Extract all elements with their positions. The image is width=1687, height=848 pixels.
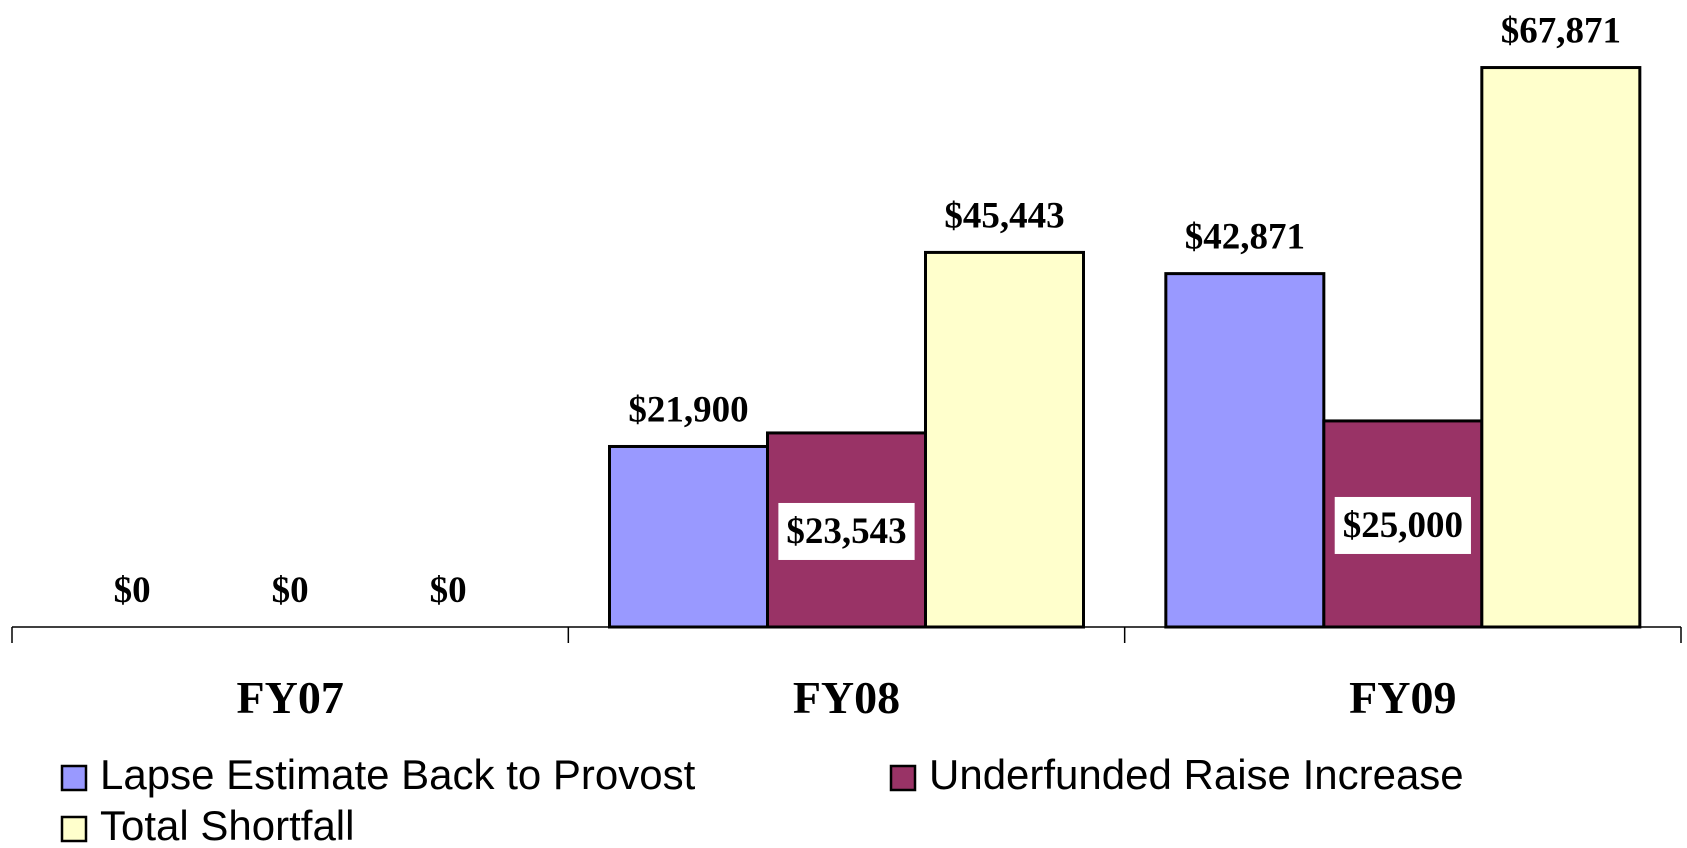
legend-label: Total Shortfall xyxy=(100,802,354,848)
value-label: $42,871 xyxy=(1185,217,1305,258)
value-label: $67,871 xyxy=(1501,11,1621,52)
value-label-box xyxy=(1334,496,1471,554)
value-label-group: $25,000 xyxy=(1334,496,1471,554)
value-label: $0 xyxy=(272,570,309,611)
value-label: $23,543 xyxy=(786,511,906,552)
value-label: $0 xyxy=(114,570,151,611)
value-label: $0 xyxy=(430,570,467,611)
value-label: $45,443 xyxy=(944,195,1064,236)
x-tick-label: FY09 xyxy=(1349,672,1456,723)
legend-label: Underfunded Raise Increase xyxy=(929,751,1464,798)
value-label: $25,000 xyxy=(1343,505,1463,546)
value-label-group: $23,543 xyxy=(778,502,915,560)
bar xyxy=(924,250,1085,629)
bar xyxy=(608,444,769,629)
legend-swatch xyxy=(60,815,88,843)
bar xyxy=(1164,272,1326,629)
bar xyxy=(1480,66,1642,629)
value-label-box xyxy=(778,502,915,560)
value-label: $21,900 xyxy=(628,389,748,430)
x-tick-label: FY08 xyxy=(793,672,900,723)
legend-swatch xyxy=(889,764,917,792)
x-tick-label: FY07 xyxy=(237,672,344,723)
legend-label: Lapse Estimate Back to Provost xyxy=(100,751,696,798)
legend-swatch xyxy=(60,764,88,792)
